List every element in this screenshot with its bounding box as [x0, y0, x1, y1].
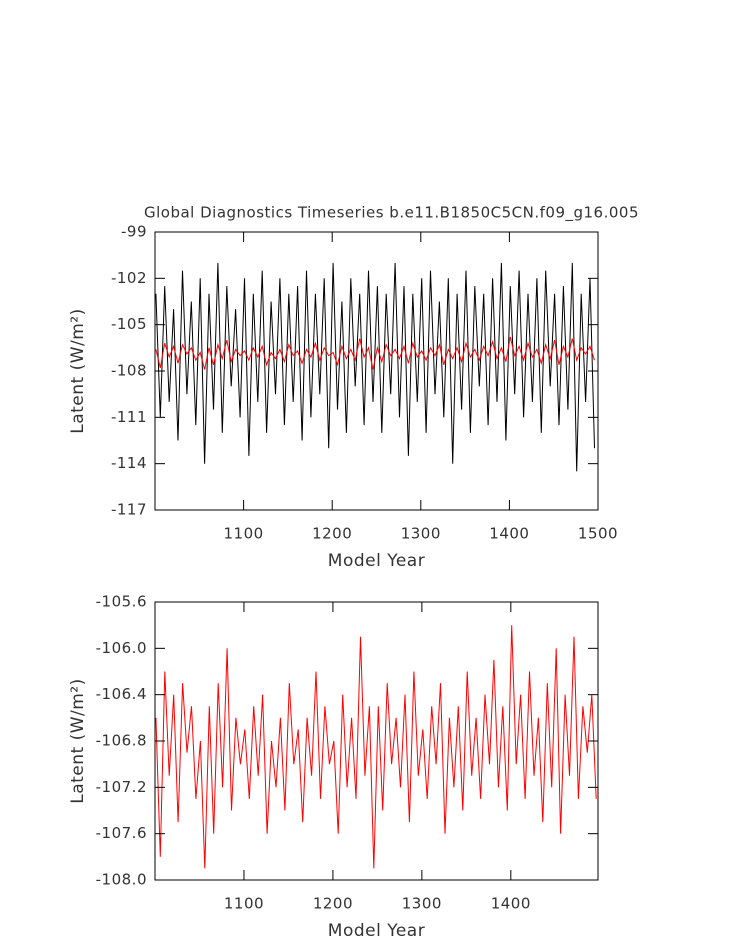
data-line [155, 262, 595, 472]
y-tick-label: -106.0 [96, 639, 147, 657]
x-axis-label: Model Year [328, 551, 425, 571]
y-tick-label: -107.6 [96, 824, 147, 842]
y-axis-label: Latent (W/m²) [68, 308, 88, 434]
x-axis-label: Model Year [328, 921, 425, 941]
x-tick-label: 1500 [578, 525, 618, 543]
x-tick-label: 1100 [224, 525, 264, 543]
chart-title: Global Diagnostics Timeseries b.e11.B185… [144, 204, 639, 223]
x-tick-label: 1200 [313, 895, 353, 913]
plot-frame [154, 601, 599, 881]
x-tick-label: 1300 [402, 895, 442, 913]
y-tick-label: -108.0 [96, 871, 147, 889]
y-tick-label: -99 [121, 223, 147, 241]
y-tick-label: -106.8 [96, 732, 147, 750]
x-tick-label: 1400 [491, 895, 531, 913]
y-tick-label: -108 [111, 362, 147, 380]
y-tick-label: -114 [111, 454, 147, 472]
x-tick-label: 1100 [224, 895, 264, 913]
y-tick-label: -117 [111, 501, 147, 519]
y-axis-label: Latent (W/m²) [68, 678, 88, 804]
x-tick-label: 1300 [401, 525, 441, 543]
x-tick-label: 1200 [312, 525, 352, 543]
y-tick-label: -111 [111, 408, 147, 426]
y-tick-label: -106.4 [96, 685, 147, 703]
x-tick-label: 1400 [489, 525, 529, 543]
y-tick-label: -105.6 [96, 593, 147, 611]
y-tick-label: -105 [111, 315, 147, 333]
data-line [155, 336, 595, 370]
y-tick-label: -102 [111, 269, 147, 287]
data-line [155, 625, 597, 869]
y-tick-label: -107.2 [96, 778, 147, 796]
